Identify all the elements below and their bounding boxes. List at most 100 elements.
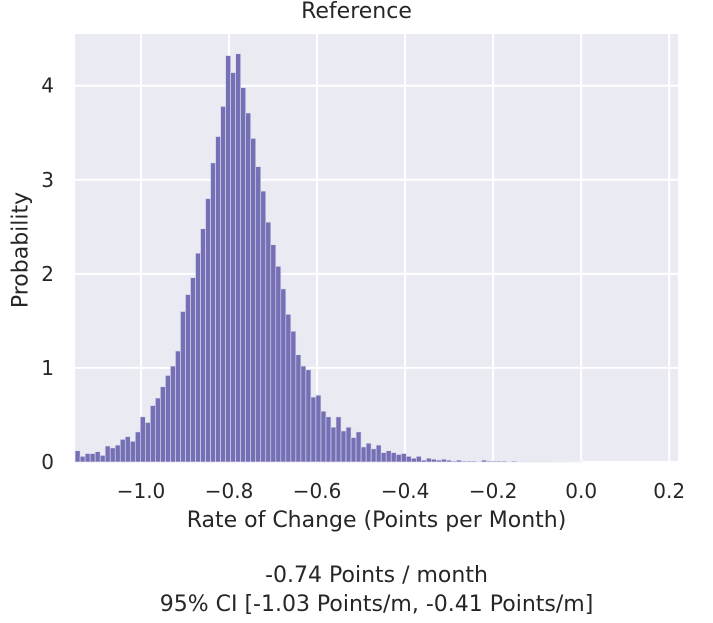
x-axis-label: Rate of Change (Points per Month) [186, 508, 567, 533]
histogram-bar [190, 277, 196, 463]
histogram-bar [300, 365, 307, 463]
histogram-bar [481, 459, 487, 463]
histogram-bar [285, 314, 292, 463]
histogram-bar [215, 136, 221, 463]
histogram-bar [315, 394, 322, 463]
histogram-bar [275, 266, 282, 463]
histogram-bar [109, 447, 116, 463]
histogram-bar [210, 162, 216, 463]
histogram-bar [94, 451, 101, 463]
histogram-bar [496, 460, 502, 463]
histogram-bar [365, 442, 372, 463]
histogram-bar [160, 386, 166, 463]
y-tick-label: 1 [41, 356, 54, 380]
histogram-bar [129, 441, 136, 463]
histogram-bar [390, 452, 397, 463]
histogram-bar [426, 457, 432, 463]
histogram-bar [175, 350, 181, 463]
histogram-bar [74, 450, 81, 463]
histogram-bar [185, 294, 191, 463]
histogram-bar [250, 138, 257, 463]
histogram-bar [145, 422, 151, 463]
histogram-bar [320, 410, 327, 463]
x-tick-label: 0.0 [565, 479, 597, 503]
ci-annotation: 95% CI [-1.03 Points/m, -0.41 Points/m] [159, 592, 594, 617]
histogram-bar [255, 166, 262, 463]
histogram-bar [79, 456, 86, 463]
histogram-bar [360, 446, 367, 463]
histogram-bar [395, 454, 402, 463]
x-tick-label: −0.6 [293, 479, 342, 503]
y-tick-label: 2 [41, 262, 54, 286]
histogram-bar [135, 431, 141, 463]
histogram-bar [451, 460, 457, 463]
histogram-bar [471, 460, 477, 463]
histogram-bar [405, 456, 412, 463]
histogram-bar [180, 311, 186, 463]
y-tick-label: 4 [41, 74, 54, 98]
x-tick-label: −0.4 [381, 479, 430, 503]
histogram-bar [265, 221, 272, 463]
histogram-bar [511, 460, 517, 463]
histogram-bar [491, 460, 497, 463]
histogram-bar [205, 198, 211, 463]
histogram-bar [345, 426, 352, 463]
histogram-bar [400, 453, 407, 463]
histogram-bar [124, 436, 131, 463]
histogram-bar [295, 354, 302, 463]
histogram-bar [270, 244, 277, 463]
y-tick-labels: 0 1 2 3 4 [41, 74, 54, 474]
histogram-bar [220, 106, 226, 463]
x-tick-label: −0.2 [469, 479, 518, 503]
y-axis-label: Probability [8, 191, 34, 309]
histogram-bar [486, 460, 492, 463]
x-tick-label: −0.8 [205, 479, 254, 503]
histogram-bar [441, 458, 447, 463]
estimate-annotation: -0.74 Points / month [265, 563, 488, 588]
histogram-bar [114, 444, 121, 463]
histogram-bar [446, 459, 452, 463]
histogram-bar [415, 456, 422, 463]
histogram-bar [330, 426, 337, 463]
histogram-bar [170, 365, 176, 463]
histogram-bar [245, 112, 252, 463]
histogram-bar [230, 72, 236, 463]
histogram-bar [340, 430, 347, 463]
histogram-bar [410, 457, 417, 463]
histogram-bar [456, 459, 462, 463]
histogram-bar [165, 375, 171, 463]
histogram-bar [89, 453, 96, 463]
histogram-bar [240, 87, 246, 463]
histogram-bar [99, 455, 106, 463]
histogram-bar [335, 416, 342, 463]
histogram-bar [290, 330, 297, 463]
histogram-bar [235, 53, 241, 463]
histogram-bar [225, 55, 231, 463]
histogram-bar [375, 444, 382, 463]
histogram-bar [431, 458, 437, 463]
histogram-bar [466, 460, 472, 463]
chart-title: Reference [301, 0, 412, 24]
histogram-bar [355, 431, 362, 463]
histogram-bar [104, 445, 111, 463]
histogram-bar [350, 437, 357, 463]
histogram-bar [155, 397, 161, 463]
histogram-bar [325, 416, 332, 463]
y-tick-label: 3 [41, 168, 54, 192]
histogram-bar [380, 452, 387, 463]
histogram-bars [74, 53, 583, 463]
x-tick-label: 0.2 [653, 479, 685, 503]
histogram-bar [421, 459, 427, 463]
histogram-bar [280, 288, 287, 463]
histogram-bar [501, 460, 507, 463]
histogram-bar [370, 448, 377, 463]
histogram-bar [305, 369, 312, 463]
histogram-bar [260, 190, 267, 463]
x-tick-label: −1.0 [117, 479, 166, 503]
histogram-bar [84, 453, 91, 463]
y-tick-label: 0 [41, 450, 54, 474]
histogram-bar [461, 460, 467, 463]
histogram-bar [150, 405, 156, 463]
histogram-bar [140, 416, 146, 463]
